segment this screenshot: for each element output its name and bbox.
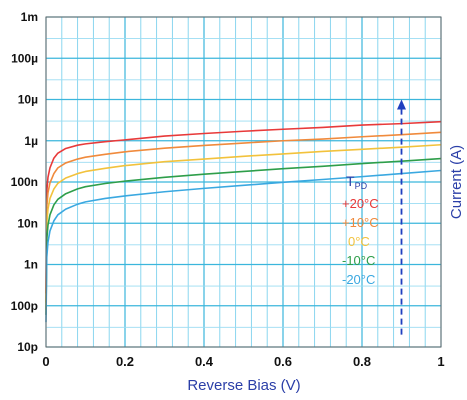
y-tick-labels: 10p 100p 1n 10n 100n 1µ 10µ 100µ 1m — [11, 10, 38, 354]
y-tick-label: 1n — [24, 258, 38, 272]
x-axis-label: Reverse Bias (V) — [187, 377, 300, 394]
x-tick-label: 1 — [437, 354, 444, 369]
arrow-head — [397, 99, 406, 110]
legend-entry: +20°C — [342, 196, 379, 211]
x-tick-label: 0 — [42, 354, 49, 369]
y-tick-label: 1µ — [24, 134, 38, 148]
y-tick-label: 1m — [21, 10, 38, 24]
x-tick-label: 0.8 — [353, 354, 371, 369]
legend: TPD +20°C +10°C 0°C -10°C -20°C — [342, 173, 379, 287]
legend-entry: -20°C — [342, 272, 375, 287]
series-line-0 — [45, 120, 442, 294]
legend-entry: +10°C — [342, 215, 379, 230]
grid — [45, 16, 442, 348]
series-line-3 — [45, 157, 442, 315]
y-axis-label: Current (A) — [448, 145, 465, 219]
series-line-2 — [45, 143, 442, 310]
x-tick-label: 0.6 — [274, 354, 292, 369]
y-tick-label: 100n — [11, 175, 38, 189]
legend-title: TPD — [346, 173, 368, 191]
y-tick-label: 100p — [11, 299, 38, 313]
y-tick-label: 10p — [17, 340, 38, 354]
legend-entry: 0°C — [348, 234, 370, 249]
y-tick-label: 10n — [17, 216, 38, 230]
y-tick-label: 100µ — [11, 51, 38, 65]
series-line-4 — [45, 169, 442, 323]
x-tick-labels: 0 0.2 0.4 0.6 0.8 1 — [42, 354, 444, 369]
y-tick-label: 10µ — [18, 93, 38, 107]
series-line-1 — [45, 131, 442, 303]
plot-frame — [45, 16, 442, 348]
x-tick-label: 0.2 — [116, 354, 134, 369]
dashed-arrow-annotation — [397, 99, 406, 335]
series-lines — [45, 120, 442, 323]
legend-entry: -10°C — [342, 253, 375, 268]
x-tick-label: 0.4 — [195, 354, 214, 369]
